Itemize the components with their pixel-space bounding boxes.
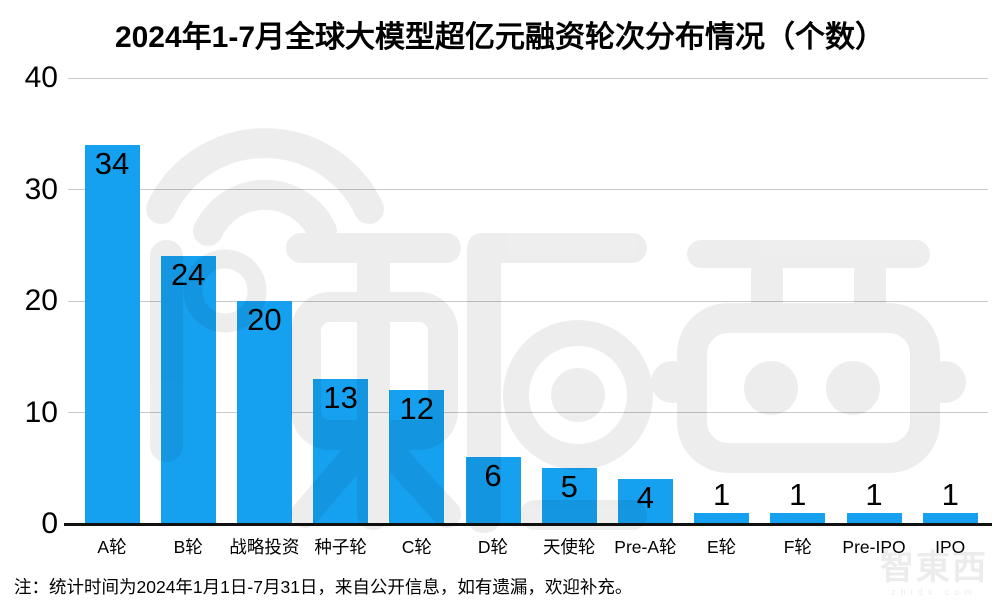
bar-value-label: 1 [712,476,731,512]
bar-value-label: 13 [323,380,358,416]
y-axis-tick-label: 10 [24,395,58,429]
bar-value-label: 34 [94,145,130,181]
y-axis-tick-label: 0 [41,507,58,540]
y-axis-tick-label: 40 [24,61,58,94]
bar-value-label: 24 [170,257,206,293]
bar-value-label: 6 [484,458,502,494]
bar [465,457,521,524]
y-axis-tick-label: 20 [24,284,58,317]
x-axis-category-label: 种子轮 [314,537,367,557]
x-axis-category-label: B轮 [173,537,203,557]
x-axis-category-label: Pre-A轮 [614,537,677,557]
gridline [68,412,988,413]
chart-title: 2024年1-7月全球大模型超亿元融资轮次分布情况（个数） [114,21,886,54]
bar-value-label: 1 [865,476,883,512]
bar [313,379,369,524]
bar [160,256,216,524]
bar [84,144,140,524]
gridline [68,189,988,190]
watermark-wifi-arcs-icon [146,128,384,246]
x-axis-category-label: D轮 [477,537,509,557]
bar-value-label: 20 [247,302,282,337]
x-axis-category-label: 天使轮 [542,537,596,557]
bar-value-label: 5 [560,469,578,505]
x-axis-category-label: 战略投资 [229,537,300,557]
footnote: 注：统计时间为2024年1月1日-7月31日，来自公开信息，如有遗漏，欢迎补充。 [14,577,633,597]
bar [846,512,902,524]
watermark-robot-face-icon [651,240,966,473]
bar [236,301,292,524]
x-axis-category-label: E轮 [707,537,737,557]
x-axis-line [64,523,992,526]
watermark-brand-text: 智東西 [880,549,988,587]
bar-value-label: 1 [941,476,959,512]
bar [541,468,597,524]
bar [617,479,673,524]
bar-value-label: 12 [399,391,435,427]
watermark-brand-small: 智東西 zhidx.com [880,550,988,598]
x-axis-category-label: C轮 [401,537,432,557]
bar [922,512,978,524]
bar-value-label: 1 [789,476,807,512]
x-axis-category-label: Pre-IPO [842,537,906,557]
bar [389,390,445,524]
bar [770,512,826,524]
bar-value-label: 4 [636,480,655,516]
y-axis-tick-label: 30 [24,172,58,206]
x-axis-category-label: IPO [935,537,966,557]
gridline [68,300,988,302]
x-axis-category-label: A轮 [97,537,127,557]
x-axis-category-label: F轮 [783,537,812,557]
bar [694,512,750,524]
gridline [68,77,988,79]
watermark-domain-text: zhidx.com [891,587,977,597]
